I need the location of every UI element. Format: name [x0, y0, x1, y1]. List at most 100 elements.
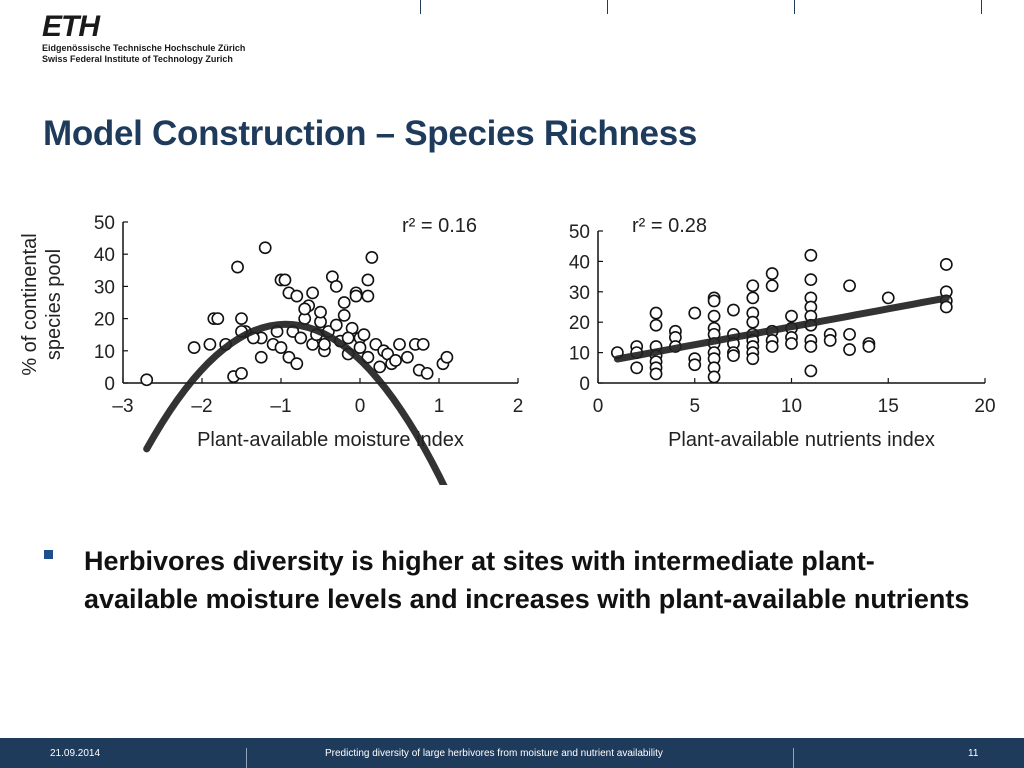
y-tick-label: 0	[579, 374, 590, 395]
data-point	[290, 289, 304, 303]
footer-caption: Predicting diversity of large herbivores…	[325, 748, 663, 759]
x-tick-label: 2	[513, 396, 524, 417]
data-point	[939, 300, 953, 314]
data-point	[804, 340, 818, 353]
data-point	[804, 248, 818, 262]
x-tick-label: –1	[270, 396, 291, 417]
y-tick-label: 30	[94, 277, 115, 298]
y-tick-label: 10	[94, 342, 115, 363]
data-point	[187, 341, 201, 354]
data-point	[361, 289, 375, 303]
x-tick-label: 5	[689, 396, 700, 417]
data-point	[298, 302, 312, 316]
data-point	[318, 337, 331, 351]
data-point	[707, 294, 721, 308]
bullet-text: Herbivores diversity is higher at sites …	[84, 546, 970, 614]
data-point	[353, 341, 367, 354]
data-point	[804, 273, 818, 287]
x-tick-label: 20	[974, 396, 995, 417]
data-point	[231, 260, 244, 274]
r-squared-annotation: r² = 0.28	[632, 215, 707, 237]
x-tick-label: 10	[781, 396, 802, 417]
y-tick-label: 0	[104, 374, 115, 395]
data-point	[329, 280, 343, 293]
data-point	[306, 286, 319, 300]
bullet-square-icon	[44, 550, 53, 559]
moisture-scatter-plot: 0 10 20 30 40 50 –3 –2 –1 0 1 2 Plant-available mois…	[19, 213, 523, 485]
y-axis-label: % of continental species pool	[19, 233, 65, 375]
data-point	[823, 334, 837, 347]
logo-subtitle-german: Eidgenössische Technische Hochschule Zür…	[42, 43, 246, 53]
x-tick-label: –2	[191, 396, 212, 417]
data-point	[278, 273, 292, 287]
data-point	[393, 337, 406, 351]
data-point	[746, 291, 760, 305]
data-point	[373, 360, 387, 374]
regression-fit-line	[143, 320, 448, 485]
data-point	[389, 354, 402, 367]
r-squared-annotation: r² = 0.16	[402, 215, 477, 237]
top-divider-line	[794, 0, 795, 14]
data-point	[203, 337, 217, 351]
top-divider-line	[420, 0, 421, 14]
x-tick-label: 0	[593, 396, 604, 417]
data-point	[337, 296, 351, 309]
data-point	[843, 279, 856, 293]
slide-title: Model Construction – Species Richness	[43, 114, 698, 153]
data-point	[746, 279, 760, 293]
data-point	[361, 273, 375, 287]
data-point	[688, 358, 702, 372]
footer-separator	[793, 748, 794, 768]
footer-page-number: 11	[968, 748, 979, 759]
x-axis-label: Plant-available moisture index	[197, 429, 464, 451]
data-point	[254, 350, 268, 364]
footer-separator	[246, 748, 247, 768]
eth-logo: ETH	[42, 10, 100, 43]
data-point	[688, 306, 702, 320]
data-point	[341, 331, 355, 345]
data-point	[785, 337, 798, 350]
x-tick-label: 1	[434, 396, 445, 417]
data-point	[765, 340, 779, 353]
data-point	[258, 241, 272, 255]
data-point	[765, 279, 779, 293]
data-point	[843, 343, 856, 356]
data-point	[727, 349, 740, 363]
data-point	[746, 352, 760, 366]
data-point	[440, 350, 454, 364]
y-tick-label: 20	[569, 313, 590, 334]
data-point	[235, 312, 248, 325]
data-point	[862, 340, 876, 353]
top-divider-line	[607, 0, 608, 14]
data-point	[881, 291, 895, 305]
data-point	[274, 341, 288, 354]
data-point	[140, 373, 154, 387]
y-tick-label: 50	[569, 222, 590, 243]
logo-subtitle-english: Swiss Federal Institute of Technology Zu…	[42, 54, 233, 64]
y-tick-label: 20	[94, 310, 115, 331]
x-tick-label: 15	[878, 396, 899, 417]
nutrients-scatter-plot: 0 10 20 30 40 50 0 5 10 15 20 Plant-available nutri…	[569, 215, 996, 451]
data-point	[294, 331, 308, 345]
footer-bar	[0, 738, 1024, 768]
regression-fit-line	[613, 294, 950, 363]
data-point	[765, 267, 779, 280]
data-point	[804, 364, 818, 378]
data-point	[349, 289, 363, 303]
data-point	[707, 370, 721, 384]
data-point	[727, 303, 740, 317]
data-point	[235, 366, 248, 380]
data-point	[939, 258, 953, 271]
y-tick-label: 40	[94, 245, 115, 266]
data-point	[329, 318, 343, 332]
data-point	[843, 327, 856, 341]
footer-date: 21.09.2014	[50, 748, 101, 759]
y-tick-label: 40	[569, 252, 590, 273]
data-point	[314, 305, 327, 319]
data-point	[785, 309, 798, 323]
data-point	[649, 318, 663, 332]
data-point	[416, 337, 430, 351]
data-point	[746, 315, 760, 329]
data-point	[649, 367, 663, 381]
